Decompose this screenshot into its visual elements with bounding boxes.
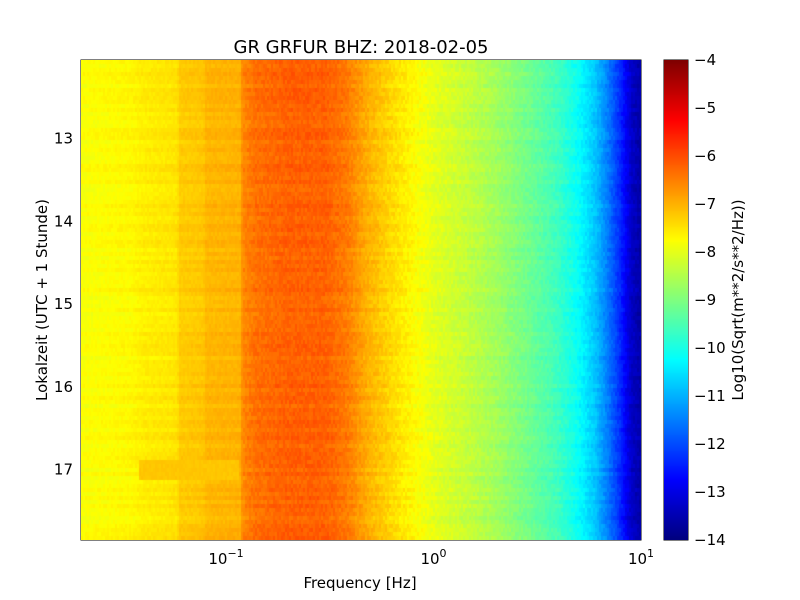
- colorbar-tick-label: −13: [694, 483, 726, 501]
- spectrogram-heatmap: [81, 60, 641, 540]
- colorbar-ticks: −4 −5 −6 −7 −8 −9 −10 −11 −12 −13 −14: [683, 51, 726, 549]
- y-axis-ticks: 13 14 15 16 17: [54, 130, 641, 479]
- y-tick-label: 17: [54, 461, 73, 479]
- y-tick-label: 16: [54, 378, 73, 396]
- colorbar: [664, 60, 688, 540]
- colorbar-tick-label: −4: [694, 51, 716, 69]
- y-tick-label: 13: [54, 130, 73, 148]
- colorbar-tick-label: −12: [694, 435, 726, 453]
- colorbar-tick-label: −14: [694, 531, 726, 549]
- y-tick-label: 15: [54, 295, 73, 313]
- x-axis-label: Frequency [Hz]: [303, 574, 416, 592]
- x-tick-label: 100: [420, 547, 446, 568]
- colorbar-tick-label: −5: [694, 99, 716, 117]
- x-tick-label: 10−1: [208, 547, 243, 568]
- colorbar-tick-label: −10: [694, 339, 726, 357]
- y-axis-label: Lokalzeit (UTC + 1 Stunde): [33, 199, 51, 401]
- colorbar-tick-label: −7: [694, 195, 716, 213]
- chart-title: GR GRFUR BHZ: 2018-02-05: [234, 37, 489, 58]
- colorbar-tick-label: −11: [694, 387, 726, 405]
- colorbar-tick-label: −9: [694, 291, 716, 309]
- colorbar-tick-label: −6: [694, 147, 716, 165]
- colorbar-label: Log10(Sqrt(m**2/s**2/Hz)): [729, 199, 747, 400]
- colorbar-tick-label: −8: [694, 243, 716, 261]
- x-tick-label: 101: [628, 547, 654, 568]
- y-tick-label: 14: [54, 212, 73, 230]
